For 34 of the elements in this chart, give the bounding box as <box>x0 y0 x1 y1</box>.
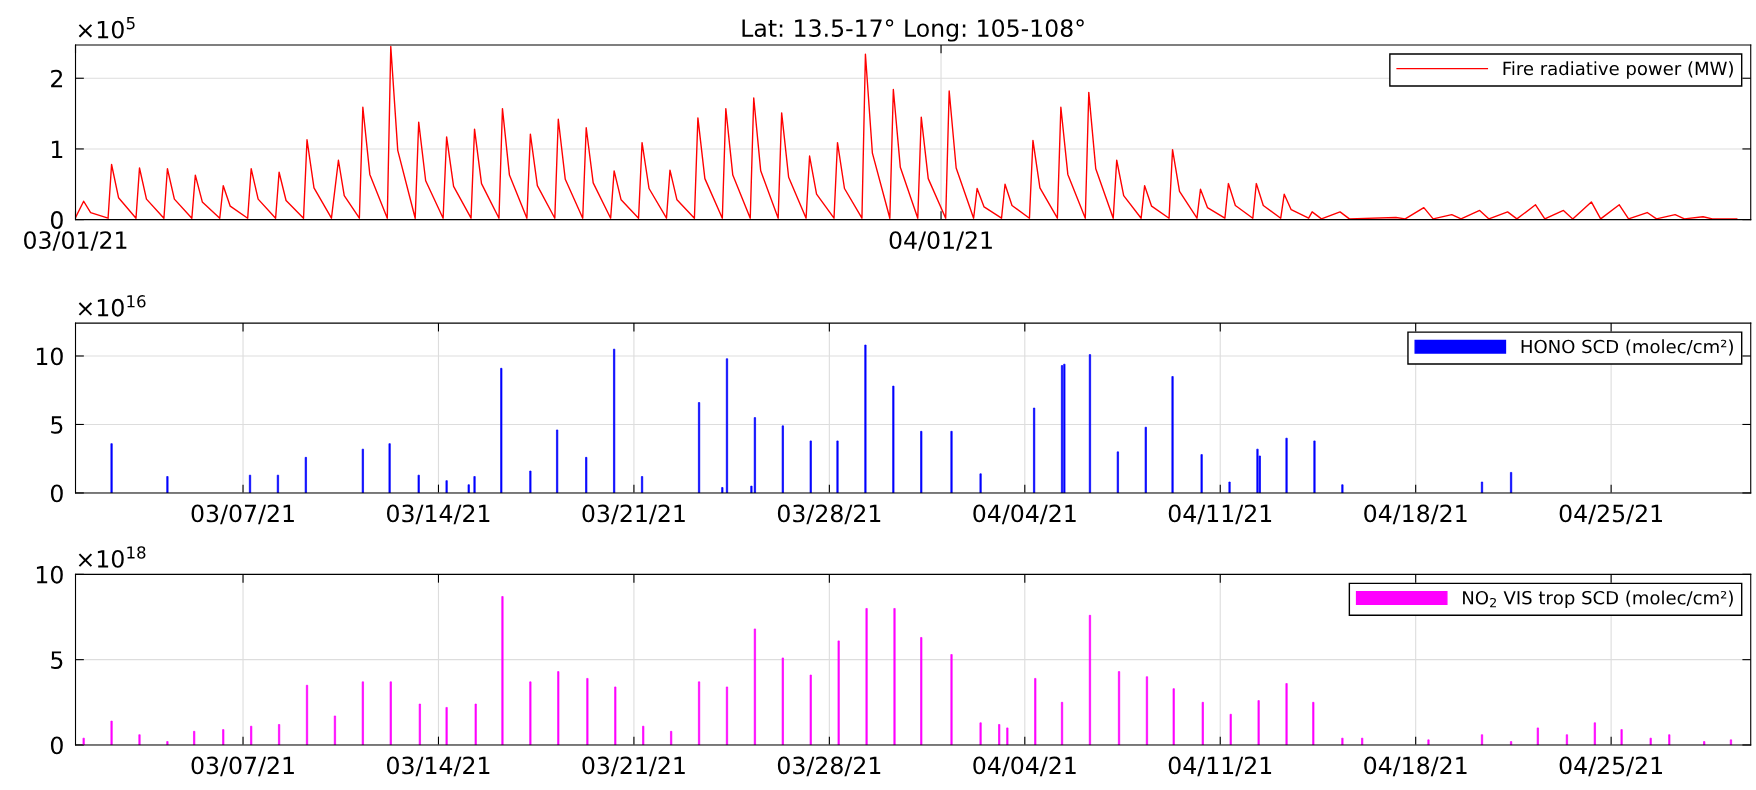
x-tick-label: 03/21/21 <box>582 504 685 525</box>
x-tick-label: 03/14/21 <box>387 504 490 525</box>
x-tick-label: 03/28/21 <box>777 756 881 777</box>
x-tick-label: 04/04/21 <box>973 504 1076 525</box>
legend-label: HONO SCD (molec/cm²) <box>1521 339 1733 356</box>
y-tick-label: 10 <box>36 565 63 584</box>
x-tick-label: 03/28/21 <box>777 504 881 525</box>
legend-label: Fire radiative power (MW) <box>1503 61 1733 79</box>
x-tick-label: 04/25/21 <box>1559 504 1662 525</box>
y-tick-label: 0 <box>50 211 63 229</box>
x-tick-label: 03/07/21 <box>191 504 294 525</box>
y-tick-label: 1 <box>51 140 63 158</box>
y-tick-label: 10 <box>36 347 63 366</box>
y-tick-label: 0 <box>50 736 63 755</box>
x-tick-label: 04/04/21 <box>973 756 1076 777</box>
chart-title: Lat: 13.5-17° Long: 105-108° <box>742 19 1084 42</box>
y-tick-label: 5 <box>51 651 63 669</box>
text: ×10$^{5}$ <box>78 17 135 39</box>
y-tick-label: 2 <box>51 69 63 88</box>
y-tick-label: 0 <box>50 484 63 503</box>
text: ×10$^{18}$ <box>78 546 146 568</box>
x-tick-label: 03/21/21 <box>582 756 685 777</box>
x-tick-label: 04/01/21 <box>889 231 992 251</box>
x-tick-label: 04/11/21 <box>1168 504 1272 525</box>
x-tick-label: 04/25/21 <box>1559 756 1662 777</box>
x-tick-label: 04/18/21 <box>1364 504 1467 525</box>
x-tick-label: 04/18/21 <box>1364 756 1467 777</box>
legend-label: NO$_{2}$ VIS trop SCD (molec/cm²) <box>1463 590 1733 609</box>
x-tick-label: 03/14/21 <box>387 756 490 777</box>
x-tick-label: 03/07/21 <box>191 756 294 777</box>
y-tick-label: 5 <box>51 416 63 434</box>
text: ×10$^{16}$ <box>78 295 146 317</box>
x-tick-label: 03/01/21 <box>24 231 127 251</box>
x-tick-label: 04/11/21 <box>1168 756 1272 777</box>
